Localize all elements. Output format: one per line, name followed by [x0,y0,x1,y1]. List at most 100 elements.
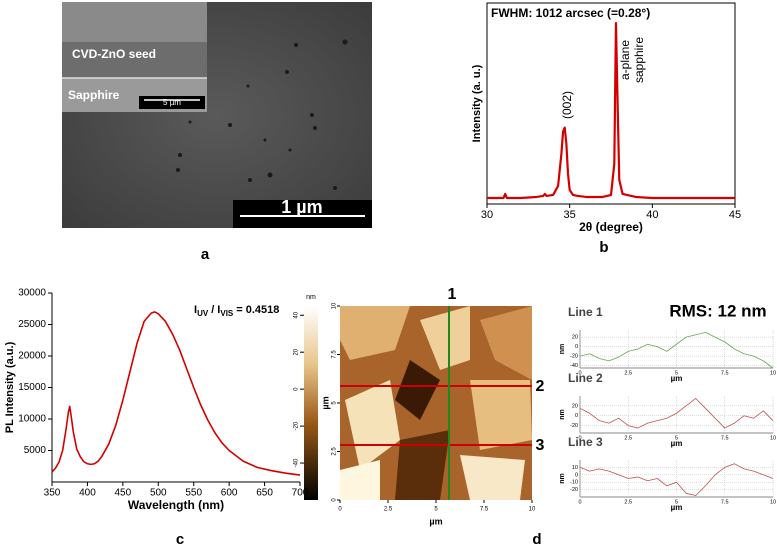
y-axis-label: Intensity (a. u.) [471,64,483,142]
colorbar-tick-label: 0 [294,387,300,391]
x-tick-label: 45 [729,209,741,221]
line-label: 1 [448,286,457,303]
x-tick-label: 7.5 [721,435,729,441]
x-tick-label: 7.5 [721,370,729,376]
y-tick-label: 0 [575,472,578,478]
panel-label: d [532,531,541,546]
panel-label: a [201,246,210,263]
x-tick-label: 2.5 [624,435,632,441]
ratio-label-part: VIS [220,309,234,318]
data-line [579,331,774,369]
chart-title: FWHM: 1012 arcsec (=0.28°) [491,6,650,20]
x-axis-label: Wavelength (nm) [128,498,224,512]
x-tick-label: 5 [675,435,678,441]
rms-label: RMS: 12 nm [669,301,766,320]
x-tick-label: 7.5 [721,499,729,505]
y-tick-label: 30000 [18,288,46,299]
y-tick-label: 10000 [18,414,46,425]
y-tick-label: 5000 [24,445,47,456]
afm-image: nm 1 2 3 µm µm RMS: 12 nm [304,286,767,526]
plot-frame [486,2,736,205]
x-tick-label: 2.5 [624,370,632,376]
y-tick-label: 10 [332,302,338,309]
data-line [579,398,774,429]
x-tick-label: 650 [256,488,273,499]
line-label: 3 [536,437,545,454]
y-axis-label: µm [320,396,330,409]
annotation: (002) [560,91,574,119]
x-tick-label: 0 [338,507,342,513]
x-tick-label: 5 [675,499,678,505]
x-axis-label: µm [429,516,442,526]
inset-label: Sapphire [68,88,120,102]
data-line [487,22,735,200]
x-axis-label: 2θ (degree) [579,220,643,234]
annotation: sapphire [632,37,646,83]
data-line [579,463,774,496]
x-axis-label: µm [671,439,683,448]
y-tick-label: 10 [572,465,578,471]
x-tick-label: 7.5 [480,507,489,513]
ratio-label-part: I [194,304,197,316]
y-tick-label: 20 [572,403,578,409]
colorbar-tick-label: 20 [294,348,300,355]
colorbar-tick-label: 40 [294,311,300,318]
x-tick-label: 350 [44,488,61,499]
x-tick-label: 30 [481,209,493,221]
y-tick-label: -20 [570,354,578,360]
x-tick-label: 5 [675,370,678,376]
chart-title: Line 2 [568,371,603,385]
ratio-label-part: = 0.4518 [236,304,279,316]
colorbar-unit: nm [306,294,316,301]
x-tick-label: 550 [185,488,202,499]
y-tick-label: 7.5 [332,350,338,359]
x-tick-label: 5 [434,507,438,513]
ratio-label: IUV / IVIS = 0.4518 [194,304,279,318]
x-tick-label: 2.5 [384,507,393,513]
x-tick-label: 500 [150,488,167,499]
x-tick-label: 10 [529,507,536,513]
chart-title: Line 1 [568,305,603,319]
panel-label: b [599,239,608,256]
inset-scale-label: 5 µm [163,98,181,107]
y-tick-label: 25000 [18,319,46,330]
y-tick-label: 20 [572,335,578,341]
y-tick-label: -10 [570,480,578,486]
x-tick-label: 400 [79,488,96,499]
x-tick-label: 450 [115,488,132,499]
y-tick-label: 15000 [18,382,46,393]
x-tick-label: 0 [578,435,581,441]
colorbar-tick-label: -20 [294,421,300,430]
y-tick-label: 0 [332,498,338,502]
y-tick-label: -20 [570,487,578,493]
y-tick-label: -40 [570,363,578,369]
y-tick-label: 2.5 [332,447,338,456]
colorbar-tick-label: -40 [294,458,300,467]
scale-label: 1 µm [281,197,322,217]
x-tick-label: 35 [564,209,576,221]
x-tick-label: 10 [770,370,776,376]
y-axis-label: nm [559,409,566,420]
y-axis-label: nm [559,473,566,484]
y-tick-label: 0 [575,344,578,350]
y-tick-label: 20000 [18,351,46,362]
y-tick-label: 5 [332,401,338,405]
panel-label: c [176,531,184,546]
y-axis-label: nm [559,344,566,355]
x-tick-label: 40 [646,209,658,221]
line-label: 2 [536,378,545,395]
x-axis-label: µm [671,374,683,383]
y-tick-label: -20 [570,423,578,429]
x-tick-label: 600 [221,488,238,499]
x-tick-label: 0 [578,499,581,505]
x-axis-label: µm [671,503,683,512]
x-tick-label: 0 [578,370,581,376]
x-tick-label: 10 [770,499,776,505]
annotation: a-plane [618,40,632,80]
y-tick-label: 0 [575,413,578,419]
ratio-label-part: / I [211,304,220,316]
sem-image: CVD-ZnO seed Sapphire 5 µm 1 µm [62,2,372,228]
x-tick-label: 10 [770,435,776,441]
data-line [51,311,301,476]
